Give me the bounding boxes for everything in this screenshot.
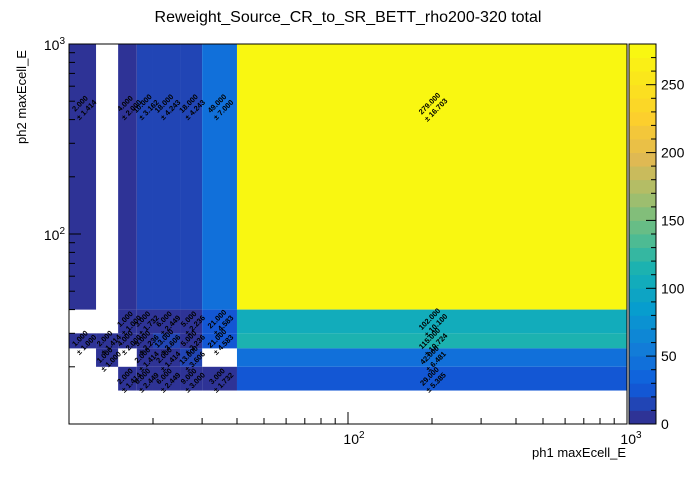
heatmap-cell [236,348,627,367]
colorbar-swatch [629,247,656,262]
colorbar-swatch [629,84,656,99]
heatmap-cell [152,44,181,310]
colorbar-swatch [629,179,656,194]
colorbar-swatch [629,98,656,113]
colorbar-swatch [629,166,656,181]
colorbar-swatch [629,71,656,86]
colorbar-swatch [629,261,656,276]
heatmap-cell [118,44,137,310]
heatmap-cell [180,333,203,349]
colorbar-swatch [629,383,656,398]
heatmap-cells [69,44,627,391]
heatmap-cell [202,366,237,391]
heatmap-cell [202,333,237,349]
heatmap-cell [96,333,119,349]
x-tick-label: 103 [620,430,642,447]
heatmap-cell [236,333,627,349]
colorbar-swatch [629,356,656,371]
colorbar-swatch [629,234,656,248]
heatmap-cell [136,44,153,310]
heatmap-cell [236,44,627,310]
colorbar-swatch [629,44,656,58]
heatmap-cell [96,348,119,367]
colorbar-swatch [629,139,656,153]
heatmap-cell [152,348,181,367]
heatmap-cell [152,309,181,334]
colorbar-tick-label: 200 [661,145,685,161]
colorbar-tick-label: 100 [661,280,685,296]
colorbar-swatch [629,206,656,221]
colorbar-swatch [629,301,656,316]
heatmap-cell [136,348,153,367]
heatmap-cell [136,309,153,334]
heatmap-cell [118,309,137,334]
colorbar-tick-label: 50 [661,348,677,364]
heatmap-cell [236,309,627,334]
colorbar-swatch [629,369,656,384]
heatmap-cell [180,366,203,391]
colorbar-swatch [629,396,656,411]
heatmap-cell [202,44,237,310]
heatmap-cell [236,366,627,391]
colorbar-tick-label: 250 [661,77,685,93]
colorbar-swatch [629,152,656,167]
heatmap-cell [152,333,181,349]
colorbar-swatch [629,315,656,330]
heatmap-cell [136,366,153,391]
heatmap-cell [180,348,203,367]
colorbar: 0 50 100 150 200 250 [628,43,685,432]
colorbar-swatch [629,111,656,126]
chart-title: Reweight_Source_CR_to_SR_BETT_rho200-320… [155,9,542,26]
heatmap-cell [180,44,203,310]
y-tick-label: 103 [44,36,66,53]
heatmap-cell [118,333,137,349]
colorbar-swatch [629,274,656,289]
heatmap-cell [118,366,137,391]
colorbar-swatch [629,193,656,208]
heatmap-cell [180,309,203,334]
heatmap-cell [152,366,181,391]
colorbar-tick-label: 0 [661,416,669,432]
colorbar-swatch [629,220,656,235]
colorbar-swatch [629,288,656,303]
x-tick-label: 102 [343,430,365,447]
colorbar-swatch [629,329,656,343]
x-axis-label: ph1 maxEcell_E [532,445,626,460]
colorbar-swatch [629,342,656,357]
colorbar-swatch [629,410,656,425]
heatmap-cell [69,333,97,349]
y-tick-label: 102 [44,226,66,243]
colorbar-tick-label: 150 [661,212,685,228]
heatmap-cell [136,333,153,349]
heatmap-cell [202,309,237,334]
axes: 102 103 102 103 [44,36,642,447]
colorbar-swatch [629,57,656,72]
y-axis-label: ph2 maxEcell_E [14,50,29,144]
colorbar-swatch [629,125,656,140]
